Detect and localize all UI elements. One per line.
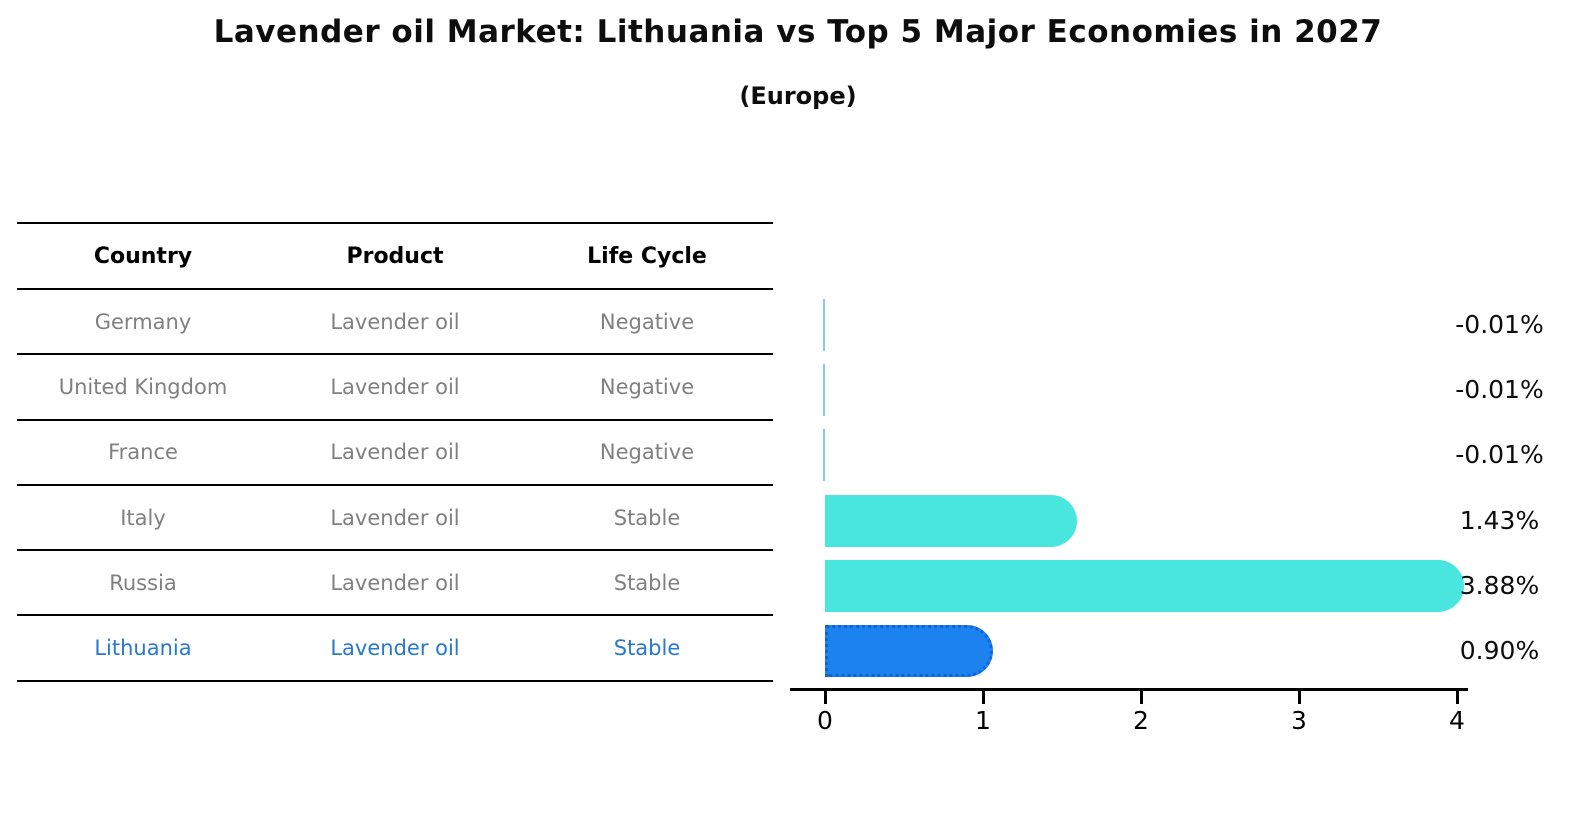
x-tick-label-3: 3 (1291, 706, 1307, 735)
table-cell-life-cycle: Negative (599, 309, 695, 334)
table-cell-country: United Kingdom (58, 374, 228, 399)
bar-value-label-france: -0.01% (1455, 440, 1544, 469)
table-header-cell-country: Country (93, 243, 193, 269)
x-tick-mark-4 (1455, 691, 1459, 704)
country-info-table: Country Product Life Cycle Germany Lavender… (17, 222, 773, 682)
x-tick-label-2: 2 (1133, 706, 1149, 735)
table-cell-life-cycle: Negative (599, 374, 695, 399)
table-cell-product: Lavender oil (330, 440, 460, 465)
bar-value-label-russia: 3.88% (1459, 571, 1540, 600)
table-cell-product: Lavender oil (330, 374, 460, 399)
table-header-row: Country Product Life Cycle (17, 224, 773, 290)
table-cell-life-cycle: Negative (599, 440, 695, 465)
table-cell-product: Lavender oil (330, 505, 460, 530)
table-cell-life-cycle: Stable (613, 505, 681, 530)
table-header-cell-product: Product (346, 243, 444, 269)
table-body: Germany Lavender oil Negative United Kingdo… (17, 290, 773, 682)
table-row-united-kingdom: United Kingdom Lavender oil Negative (17, 355, 773, 421)
table-cell-life-cycle: Stable (613, 636, 681, 661)
bar-united-kingdom (822, 364, 825, 416)
table-cell-country: Russia (109, 570, 177, 595)
table-cell-product: Lavender oil (330, 570, 460, 595)
bar-value-label-germany: -0.01% (1455, 310, 1544, 339)
table-cell-product: Lavender oil (330, 636, 460, 661)
table-cell-country: Germany (94, 309, 192, 334)
x-tick-label-4: 4 (1449, 706, 1465, 735)
bar-russia (825, 560, 1465, 612)
bar-value-label-italy: 1.43% (1459, 506, 1540, 535)
table-cell-country: Italy (120, 505, 166, 530)
table-cell-country: Lithuania (94, 636, 192, 661)
x-axis-line (790, 688, 1468, 691)
x-tick-mark-1 (981, 691, 985, 704)
table-row-russia: Russia Lavender oil Stable (17, 551, 773, 617)
table-header-cell-life-cycle: Life Cycle (587, 243, 707, 269)
table-row-germany: Germany Lavender oil Negative (17, 290, 773, 356)
x-tick-mark-0 (823, 691, 827, 704)
x-tick-mark-3 (1297, 691, 1301, 704)
bar-value-label-united-kingdom: -0.01% (1455, 375, 1544, 404)
table-row-lithuania: Lithuania Lavender oil Stable (17, 616, 773, 682)
table-cell-product: Lavender oil (330, 309, 460, 334)
bar-italy (825, 495, 1077, 547)
table-cell-life-cycle: Stable (613, 570, 681, 595)
table-cell-country: France (108, 440, 178, 465)
chart-subtitle: (Europe) (739, 82, 857, 110)
bar-germany (822, 299, 825, 351)
table-row-france: France Lavender oil Negative (17, 421, 773, 486)
x-tick-label-0: 0 (817, 706, 833, 735)
x-tick-mark-2 (1139, 691, 1143, 704)
chart-title: Lavender oil Market: Lithuania vs Top 5 … (213, 14, 1383, 50)
bar-value-label-lithuania: 0.90% (1459, 636, 1540, 665)
bar-france (822, 429, 825, 481)
table-row-italy: Italy Lavender oil Stable (17, 486, 773, 552)
bar-lithuania (825, 625, 994, 677)
x-tick-label-1: 1 (975, 706, 991, 735)
